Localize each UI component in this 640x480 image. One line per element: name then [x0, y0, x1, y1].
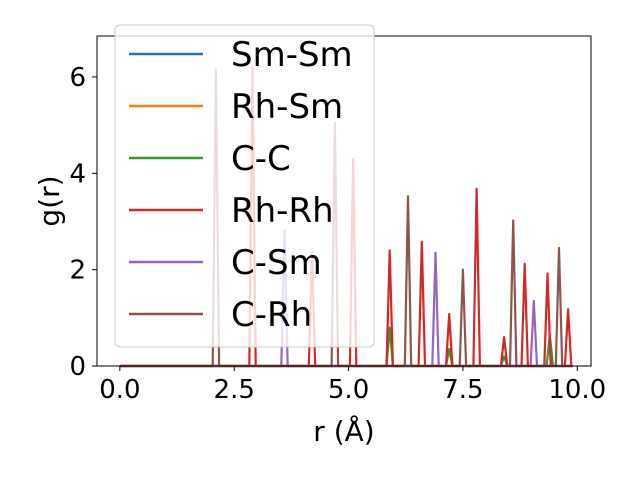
y-tick-label: 6 — [69, 63, 86, 93]
legend-label-c-sm: C-Sm — [231, 243, 322, 283]
y-tick-label: 2 — [69, 256, 86, 286]
legend: Sm-Sm Rh-Sm C-C Rh-Rh C-Sm C-Rh — [114, 24, 375, 348]
x-axis-label: r (Å) — [313, 414, 374, 448]
x-tick-label: 5.0 — [328, 375, 369, 405]
y-tick-label: 4 — [69, 159, 86, 189]
legend-label-c-c: C-C — [231, 139, 291, 179]
y-tick-label: 0 — [69, 352, 86, 382]
x-tick-label: 2.5 — [214, 375, 255, 405]
legend-label-rh-sm: Rh-Sm — [231, 87, 343, 127]
ticks-layer: 0.0 2.5 5.0 7.5 10.0 0 2 4 6 — [69, 63, 606, 405]
x-tick-label: 10.0 — [548, 375, 606, 405]
x-tick-label: 7.5 — [442, 375, 483, 405]
legend-label-c-rh: C-Rh — [231, 295, 312, 335]
legend-label-sm-sm: Sm-Sm — [231, 35, 353, 75]
y-axis-label: g(r) — [33, 175, 66, 226]
x-tick-label: 0.0 — [99, 375, 140, 405]
legend-label-rh-rh: Rh-Rh — [231, 191, 334, 231]
